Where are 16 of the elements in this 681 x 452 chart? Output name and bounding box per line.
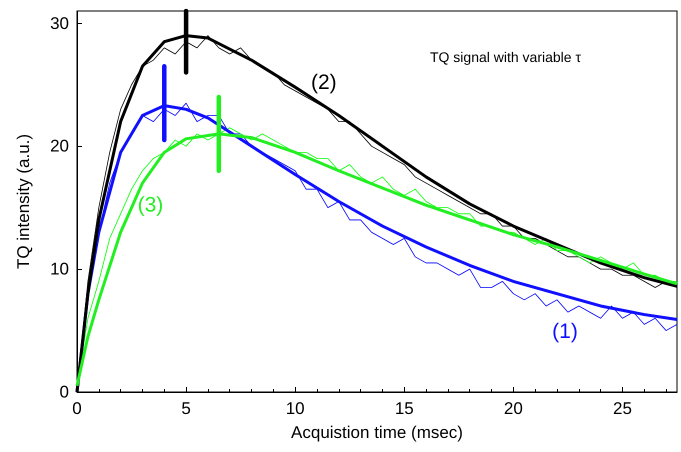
series-label: (1) bbox=[552, 320, 578, 344]
y-axis-title: TQ intensity (a.u.) bbox=[14, 134, 33, 270]
annotation: TQ signal with variable τ bbox=[430, 49, 582, 65]
series-label: (3) bbox=[138, 194, 164, 217]
x-tick-label: 10 bbox=[286, 399, 305, 418]
x-tick-label: 15 bbox=[394, 399, 414, 418]
y-tick-label: 30 bbox=[50, 14, 69, 33]
x-tick-label: 5 bbox=[181, 399, 191, 418]
x-tick-label: 25 bbox=[612, 399, 632, 418]
y-tick-label: 0 bbox=[60, 382, 69, 402]
y-tick-label: 10 bbox=[50, 260, 69, 279]
x-axis-title: Acquistion time (msec) bbox=[291, 423, 463, 442]
x-tick-label: 20 bbox=[504, 399, 523, 418]
series-label: (2) bbox=[310, 70, 337, 94]
x-tick-label: 0 bbox=[72, 399, 82, 418]
y-tick-label: 20 bbox=[50, 136, 69, 156]
